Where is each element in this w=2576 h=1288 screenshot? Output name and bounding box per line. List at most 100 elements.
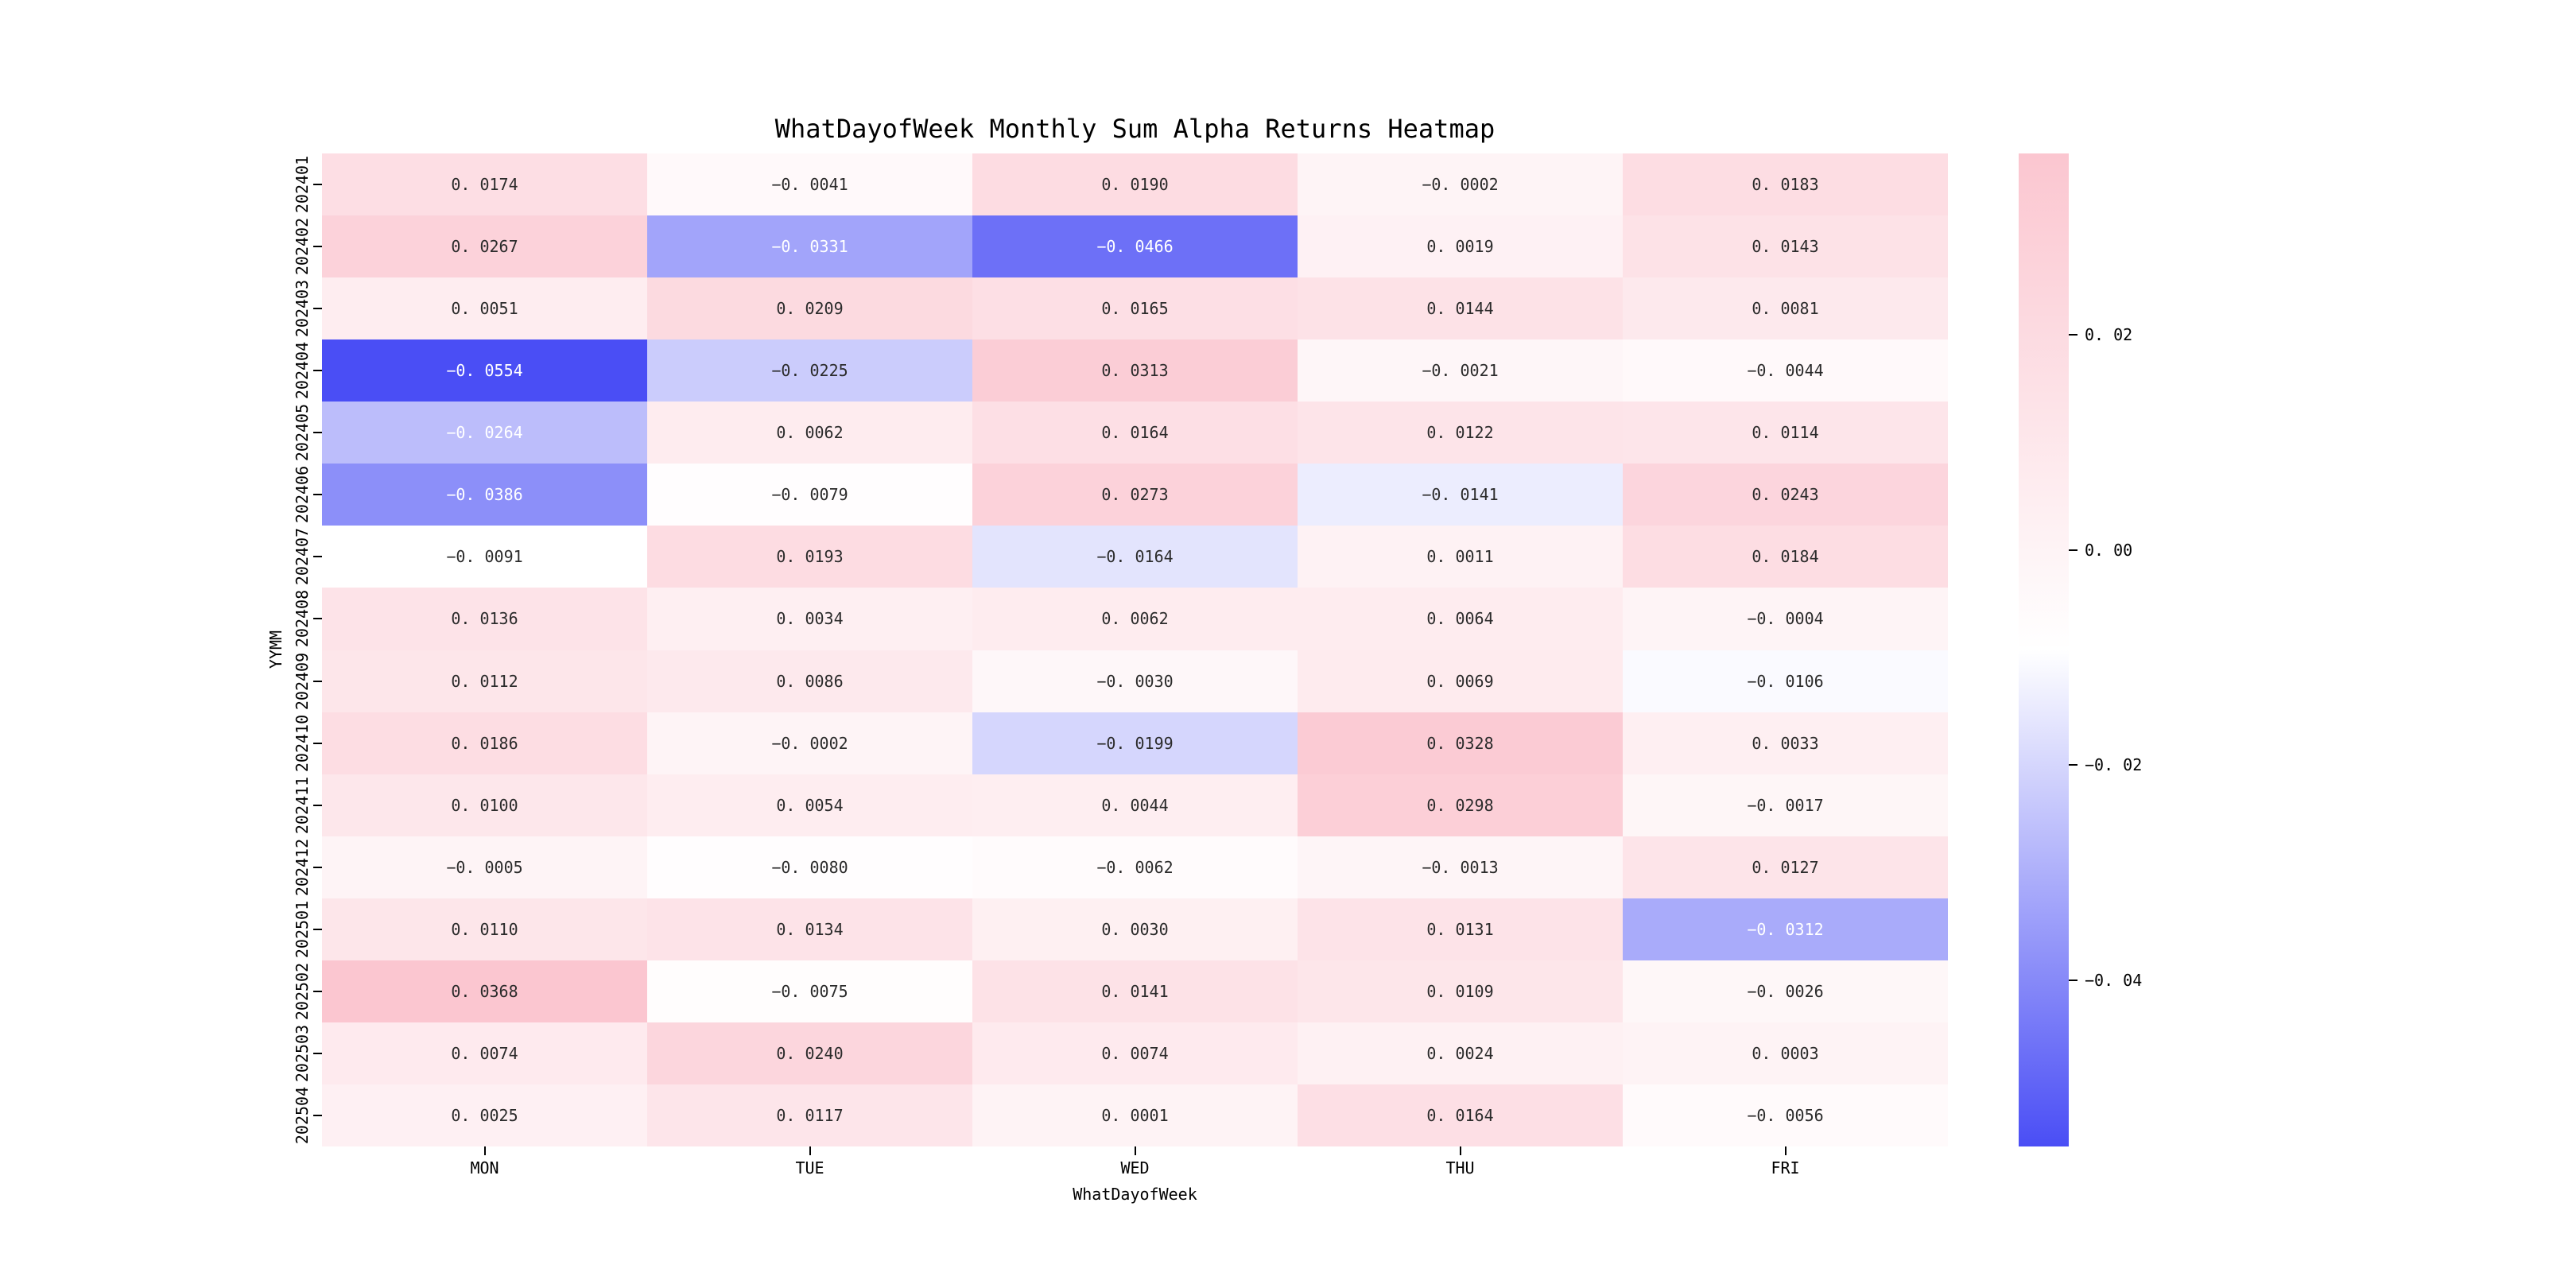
heatmap-cell: −0. 0062 xyxy=(972,836,1298,898)
heatmap-cell: 0. 0313 xyxy=(972,339,1298,402)
colorbar-tick-label: 0. 02 xyxy=(2085,324,2133,344)
y-tick-mark xyxy=(313,742,322,744)
heatmap-cell: −0. 0331 xyxy=(647,215,972,278)
heatmap-cell: 0. 0144 xyxy=(1298,277,1623,340)
y-tick-label: 202405 xyxy=(293,404,312,462)
heatmap-cell: 0. 0019 xyxy=(1298,215,1623,278)
y-tick-mark xyxy=(313,928,322,930)
x-tick-label: MON xyxy=(470,1158,499,1177)
heatmap-cell: −0. 0141 xyxy=(1298,464,1623,526)
x-axis-title: WhatDayofWeek xyxy=(1073,1185,1197,1204)
heatmap-cell: 0. 0273 xyxy=(972,464,1298,526)
heatmap-cell: 0. 0081 xyxy=(1623,277,1948,340)
y-tick-mark xyxy=(313,866,322,868)
heatmap-cell: −0. 0002 xyxy=(1298,153,1623,216)
y-tick-label: 202403 xyxy=(293,280,312,338)
heatmap-cell: −0. 0021 xyxy=(1298,339,1623,402)
y-tick-mark xyxy=(313,432,322,434)
heatmap-cell: 0. 0368 xyxy=(322,960,647,1022)
heatmap-cell: 0. 0030 xyxy=(972,898,1298,960)
heatmap-cell: −0. 0017 xyxy=(1623,774,1948,836)
x-tick-label: FRI xyxy=(1771,1158,1800,1177)
heatmap-cell: −0. 0075 xyxy=(647,960,972,1022)
heatmap-cell: 0. 0141 xyxy=(972,960,1298,1022)
colorbar-tick-label: −0. 02 xyxy=(2085,755,2143,775)
heatmap-cell: −0. 0312 xyxy=(1623,898,1948,960)
heatmap-grid: 0. 0174 −0. 0041 0. 0190 −0. 0002 0. 0183 0. … xyxy=(322,153,1948,1146)
heatmap-cell: −0. 0225 xyxy=(647,339,972,402)
y-tick-label: 202503 xyxy=(293,1024,312,1083)
heatmap-cell: −0. 0005 xyxy=(322,836,647,898)
heatmap-cell: −0. 0264 xyxy=(322,402,647,464)
heatmap-cell: 0. 0034 xyxy=(647,588,972,650)
y-tick-label: 202501 xyxy=(293,900,312,958)
y-tick-label: 202404 xyxy=(293,342,312,400)
y-tick-label: 202406 xyxy=(293,466,312,524)
colorbar-tick-mark xyxy=(2069,764,2077,766)
heatmap-cell: 0. 0165 xyxy=(972,277,1298,340)
heatmap-cell: 0. 0164 xyxy=(972,402,1298,464)
heatmap-cell: −0. 0080 xyxy=(647,836,972,898)
heatmap-cell: −0. 0004 xyxy=(1623,588,1948,650)
y-tick-label: 202407 xyxy=(293,528,312,586)
heatmap-cell: 0. 0134 xyxy=(647,898,972,960)
y-tick-mark xyxy=(313,618,322,620)
heatmap-cell: 0. 0112 xyxy=(322,650,647,712)
heatmap-cell: 0. 0074 xyxy=(322,1022,647,1084)
heatmap-cell: 0. 0109 xyxy=(1298,960,1623,1022)
y-axis-title: YYMM xyxy=(266,630,285,669)
heatmap-cell: 0. 0011 xyxy=(1298,526,1623,588)
y-tick-mark xyxy=(313,246,322,248)
y-tick-mark xyxy=(313,1114,322,1116)
heatmap-cell: −0. 0041 xyxy=(647,153,972,216)
y-tick-label: 202412 xyxy=(293,838,312,896)
x-tick-label: WED xyxy=(1120,1158,1150,1177)
heatmap-cell: 0. 0054 xyxy=(647,774,972,836)
heatmap-cell: 0. 0267 xyxy=(322,215,647,278)
heatmap-cell: 0. 0190 xyxy=(972,153,1298,216)
x-tick-mark xyxy=(483,1146,486,1155)
y-tick-label: 202504 xyxy=(293,1086,312,1145)
heatmap-cell: 0. 0044 xyxy=(972,774,1298,836)
heatmap-cell: 0. 0024 xyxy=(1298,1022,1623,1084)
colorbar-tick-mark xyxy=(2069,980,2077,982)
heatmap-cell: −0. 0106 xyxy=(1623,650,1948,712)
heatmap-cell: −0. 0044 xyxy=(1623,339,1948,402)
heatmap-cell: 0. 0193 xyxy=(647,526,972,588)
heatmap-cell: 0. 0033 xyxy=(1623,712,1948,774)
y-tick-label: 202401 xyxy=(293,155,312,214)
heatmap-cell: 0. 0183 xyxy=(1623,153,1948,216)
heatmap-cell: 0. 0143 xyxy=(1623,215,1948,278)
heatmap-cell: −0. 0091 xyxy=(322,526,647,588)
y-tick-mark xyxy=(313,680,322,682)
heatmap-cell: 0. 0122 xyxy=(1298,402,1623,464)
heatmap-cell: −0. 0013 xyxy=(1298,836,1623,898)
y-tick-mark xyxy=(313,494,322,496)
heatmap-cell: 0. 0086 xyxy=(647,650,972,712)
heatmap-cell: 0. 0064 xyxy=(1298,588,1623,650)
y-tick-mark xyxy=(313,804,322,806)
heatmap-cell: −0. 0386 xyxy=(322,464,647,526)
x-tick-mark xyxy=(1459,1146,1461,1155)
heatmap-cell: 0. 0100 xyxy=(322,774,647,836)
y-tick-mark xyxy=(313,184,322,186)
x-tick-label: THU xyxy=(1445,1158,1475,1177)
heatmap-cell: −0. 0056 xyxy=(1623,1084,1948,1146)
heatmap-cell: 0. 0001 xyxy=(972,1084,1298,1146)
y-tick-label: 202410 xyxy=(293,714,312,772)
heatmap-cell: 0. 0062 xyxy=(647,402,972,464)
y-tick-mark xyxy=(313,990,322,992)
heatmap-cell: 0. 0131 xyxy=(1298,898,1623,960)
y-tick-label: 202409 xyxy=(293,652,312,710)
heatmap-cell: 0. 0184 xyxy=(1623,526,1948,588)
colorbar-tick-label: −0. 04 xyxy=(2085,971,2143,991)
y-tick-mark xyxy=(313,370,322,372)
colorbar-tick-label: 0. 00 xyxy=(2085,540,2133,560)
heatmap-cell: −0. 0079 xyxy=(647,464,972,526)
heatmap-cell: −0. 0554 xyxy=(322,339,647,402)
colorbar xyxy=(2019,153,2069,1146)
x-tick-mark xyxy=(1134,1146,1136,1155)
heatmap-cell: 0. 0117 xyxy=(647,1084,972,1146)
y-tick-mark xyxy=(313,308,322,310)
